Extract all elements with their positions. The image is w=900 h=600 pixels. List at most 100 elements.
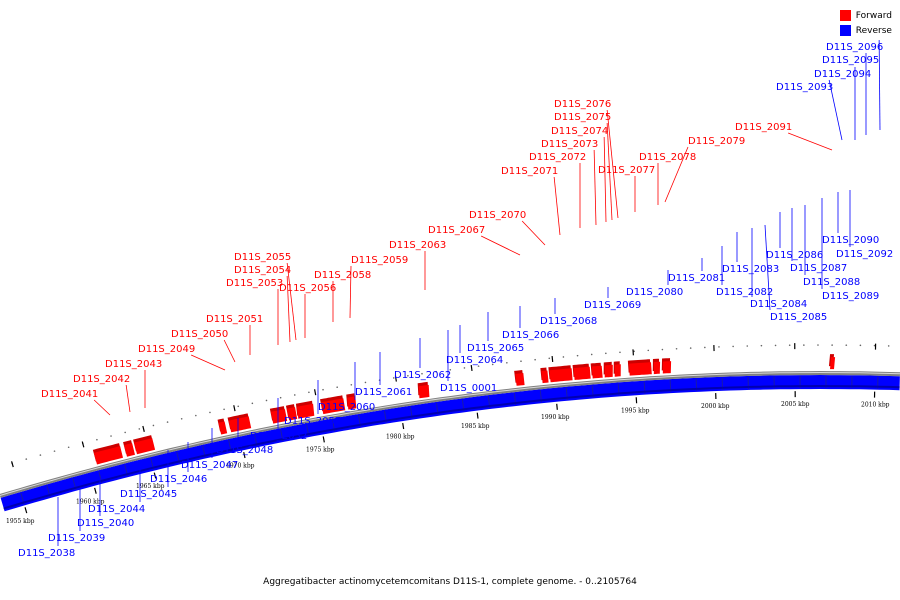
tick-mark-below xyxy=(476,412,479,419)
guide-dot xyxy=(180,417,183,420)
legend-item-forward: Forward xyxy=(839,8,892,23)
forward-gene-block xyxy=(662,361,672,374)
guide-dot xyxy=(39,454,42,456)
tick-label: 1960 kbp xyxy=(76,498,105,505)
gene-leader-line xyxy=(125,384,131,413)
gene-label: D11S_2089 xyxy=(822,291,879,302)
gene-label: D11S_2063 xyxy=(389,240,446,251)
gene-leader-line xyxy=(603,136,607,223)
guide-dot xyxy=(293,394,296,396)
guide-dot xyxy=(675,347,678,350)
gene-leader-line xyxy=(349,265,352,319)
guide-dot xyxy=(67,446,70,449)
gene-label: D11S_2056 xyxy=(279,283,336,294)
forward-gene-block xyxy=(549,368,573,383)
guide-dot xyxy=(25,458,28,460)
guide-dot xyxy=(873,344,876,347)
gene-label: D11S_2052 xyxy=(250,431,307,442)
gene-label: D11S_2094 xyxy=(814,69,871,80)
tick-mark-below xyxy=(322,436,325,443)
gene-label: D11S_2092 xyxy=(836,249,893,260)
gene-label: D11S_2078 xyxy=(639,152,696,163)
tick-label: 1975 kbp xyxy=(306,447,335,454)
gene-label: D11S_2091 xyxy=(735,122,792,133)
tick-label: 2005 kbp xyxy=(781,401,810,408)
forward-gene-block xyxy=(297,403,315,419)
guide-dot xyxy=(661,348,664,351)
gene-label: D11S_2041 xyxy=(41,389,98,400)
tick-mark-below xyxy=(153,472,157,479)
forward-gene-block xyxy=(287,407,298,421)
gene-label: D11S_2093 xyxy=(776,82,833,93)
gene-leader-line xyxy=(93,399,111,416)
guide-dot xyxy=(491,363,494,366)
gene-leader-line xyxy=(828,79,843,141)
gene-label: D11S_2046 xyxy=(150,474,207,485)
guide-dot xyxy=(392,377,395,379)
gene-label: D11S_2077 xyxy=(598,165,655,176)
backbone-highlight xyxy=(0,371,900,496)
guide-dot xyxy=(520,360,522,363)
forward-gene-block xyxy=(93,446,123,465)
guide-dot xyxy=(53,450,56,452)
backbone-band xyxy=(0,371,900,498)
gene-label: D11S_2073 xyxy=(541,139,598,150)
gene-label: D11S_2079 xyxy=(688,136,745,147)
gene-label: D11S_2062 xyxy=(394,370,451,381)
guide-dot xyxy=(407,374,409,377)
forward-gene-block xyxy=(515,373,525,386)
guide-dot xyxy=(803,344,805,346)
gene-label: D11S_2064 xyxy=(446,355,503,366)
gene-label: D11S_2090 xyxy=(822,235,879,246)
guide-dot xyxy=(845,344,848,346)
guide-dot xyxy=(788,344,791,347)
gene-label: D11S_2065 xyxy=(467,343,524,354)
gene-label: D11S_2058 xyxy=(314,270,371,281)
legend-swatch-forward xyxy=(839,10,851,21)
gene-label: D11S_2043 xyxy=(105,359,162,370)
guide-dot xyxy=(138,428,141,430)
gene-label: D11S_2057 xyxy=(284,416,341,427)
guide-dot xyxy=(251,402,254,405)
gene-label: D11S_2039 xyxy=(48,533,105,544)
gene-label: D11S_2075 xyxy=(554,112,611,123)
gene-label: D11S_2055 xyxy=(234,252,291,263)
guide-dot xyxy=(435,370,437,373)
guide-dot xyxy=(760,344,763,347)
guide-dot xyxy=(322,388,324,391)
gene-label: D11S_2038 xyxy=(18,548,75,559)
guide-dot xyxy=(421,372,423,375)
gene-leader-line xyxy=(521,220,546,246)
guide-dot xyxy=(110,435,112,437)
guide-dot xyxy=(534,358,536,361)
guide-dot xyxy=(831,344,833,346)
forward-gene-block xyxy=(418,384,430,399)
guide-dot xyxy=(817,344,819,346)
gene-leader-line xyxy=(787,132,833,151)
tick-label: 1955 kbp xyxy=(6,518,35,525)
gene-label: D11S_2072 xyxy=(529,152,586,163)
gene-leader-line xyxy=(606,109,619,219)
legend-swatch-reverse xyxy=(839,25,851,36)
forward-gene-block xyxy=(321,398,346,415)
legend-item-reverse: Reverse xyxy=(839,23,892,38)
forward-gene-block xyxy=(614,364,621,377)
guide-dot xyxy=(704,346,706,349)
gene-leader-line xyxy=(606,122,613,221)
gene-leader-line xyxy=(553,176,561,236)
forward-gene-block xyxy=(604,364,613,378)
guide-dot xyxy=(209,411,211,414)
tick-mark-above xyxy=(10,461,14,468)
tick-mark-below xyxy=(556,403,558,410)
tick-label: 2010 kbp xyxy=(861,402,890,409)
gene-labels: D11S_2041 D11S_2042 D11S_2043 D11S_2049 D11S… xyxy=(18,39,893,559)
guide-dot xyxy=(124,431,126,434)
gene-label: D11S_2070 xyxy=(469,210,526,221)
tick-label: 2000 kbp xyxy=(701,403,730,410)
gene-label: D11S_2045 xyxy=(120,489,177,500)
forward-gene-block xyxy=(228,416,252,433)
guide-dot xyxy=(195,414,197,417)
gene-label: D11S_2060 xyxy=(318,402,375,413)
gene-label: D11S_2085 xyxy=(770,312,827,323)
